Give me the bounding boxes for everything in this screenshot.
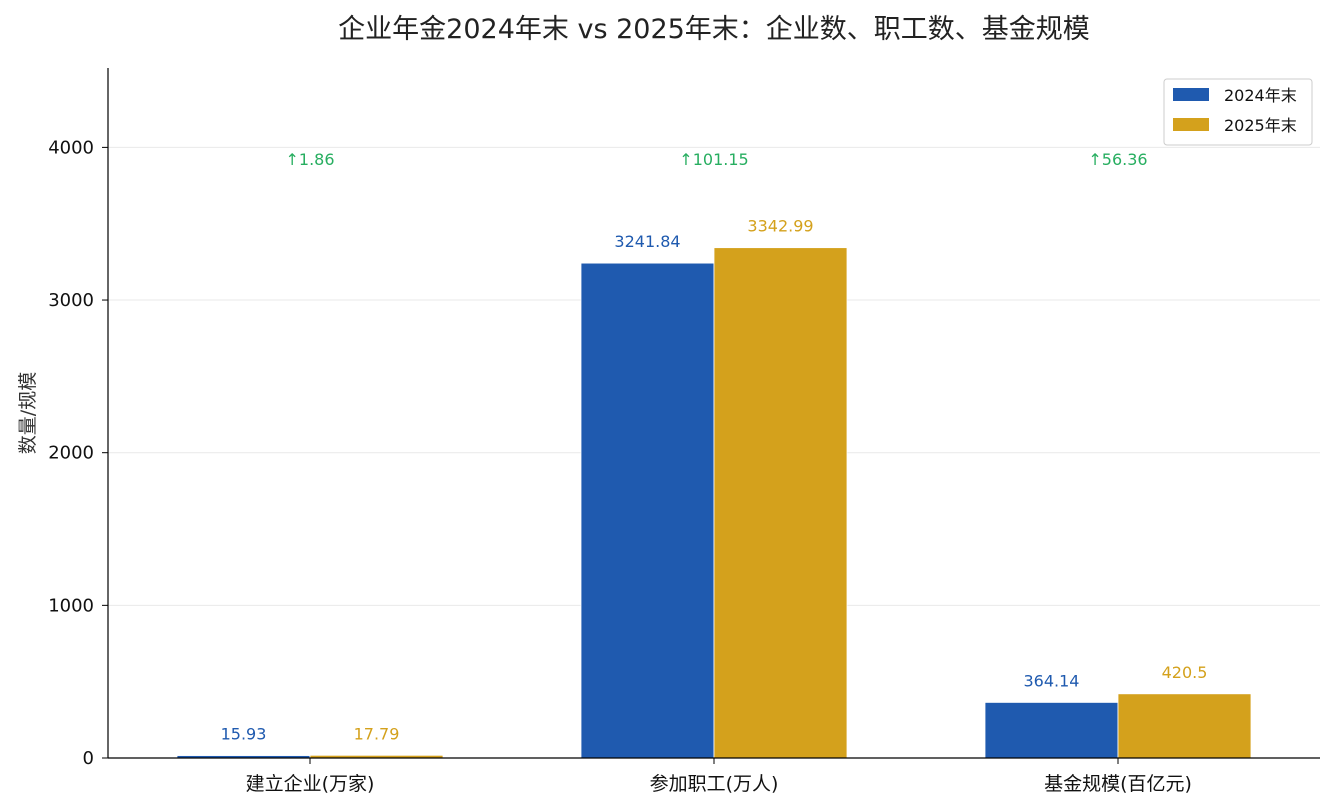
value-label: 3342.99	[747, 217, 813, 236]
legend-entry: 2024年末	[1224, 86, 1297, 105]
x-ticks: 建立企业(万家) 参加职工(万人) 基金规模(百亿元)	[246, 758, 1192, 795]
x-tick-label: 参加职工(万人)	[650, 773, 779, 795]
bar-2024	[984, 702, 1119, 759]
x-tick-label: 基金规模(百亿元)	[1044, 773, 1192, 795]
y-axis-label: 数量/规模	[17, 372, 39, 454]
y-tick-label: 1000	[48, 595, 94, 616]
value-label: 3241.84	[614, 232, 680, 251]
value-label: 364.14	[1024, 671, 1080, 690]
y-tick-label: 2000	[48, 443, 94, 464]
legend: 2024年末 2025年末	[1163, 78, 1313, 146]
bar-2024	[580, 262, 715, 759]
x-tick-label: 建立企业(万家)	[246, 773, 375, 795]
delta-annotation: ↑101.15	[679, 150, 748, 169]
y-ticks: 0 1000 2000 3000 4000	[48, 137, 108, 769]
chart-title: 企业年金2024年末 vs 2025年末：企业数、职工数、基金规模	[338, 14, 1090, 45]
bars: 15.93 17.79 3241.84 3342.99 364.14 420.5	[176, 217, 1252, 759]
legend-swatch	[1173, 88, 1209, 101]
value-label: 15.93	[221, 725, 267, 744]
legend-entry: 2025年末	[1224, 116, 1297, 135]
value-label: 420.5	[1162, 663, 1208, 682]
y-tick-label: 4000	[48, 137, 94, 158]
delta-annotation: ↑56.36	[1088, 150, 1147, 169]
value-label: 17.79	[354, 724, 400, 743]
y-tick-label: 3000	[48, 290, 94, 311]
delta-annotation: ↑1.86	[285, 150, 334, 169]
annotations: ↑1.86 ↑101.15 ↑56.36	[285, 150, 1147, 169]
y-tick-label: 0	[83, 748, 94, 769]
bar-2025	[1117, 693, 1252, 759]
legend-swatch	[1173, 118, 1209, 131]
bar-2025	[713, 247, 848, 759]
